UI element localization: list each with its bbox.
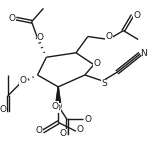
Text: O: O bbox=[94, 59, 101, 68]
Text: O: O bbox=[133, 11, 140, 20]
Text: S: S bbox=[101, 79, 107, 88]
Text: O: O bbox=[53, 104, 60, 113]
Text: O: O bbox=[59, 129, 66, 138]
Text: N: N bbox=[140, 49, 147, 58]
Text: O: O bbox=[77, 125, 84, 134]
Text: O: O bbox=[36, 126, 42, 135]
Polygon shape bbox=[56, 87, 61, 106]
Polygon shape bbox=[56, 87, 61, 108]
Text: O: O bbox=[19, 76, 26, 85]
Text: O: O bbox=[37, 33, 44, 42]
Text: O: O bbox=[84, 115, 91, 124]
Text: O: O bbox=[0, 105, 7, 114]
Text: O: O bbox=[105, 32, 112, 41]
Text: O: O bbox=[52, 102, 59, 111]
Text: O: O bbox=[9, 14, 16, 22]
